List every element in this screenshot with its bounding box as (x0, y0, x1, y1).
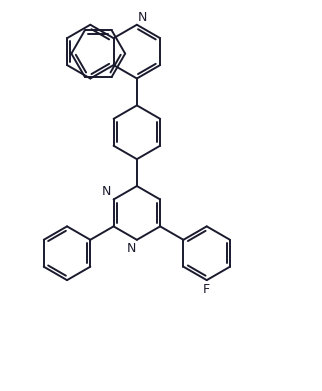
Text: N: N (127, 242, 136, 255)
Text: N: N (138, 11, 147, 24)
Text: N: N (102, 185, 112, 199)
Text: F: F (203, 283, 210, 296)
